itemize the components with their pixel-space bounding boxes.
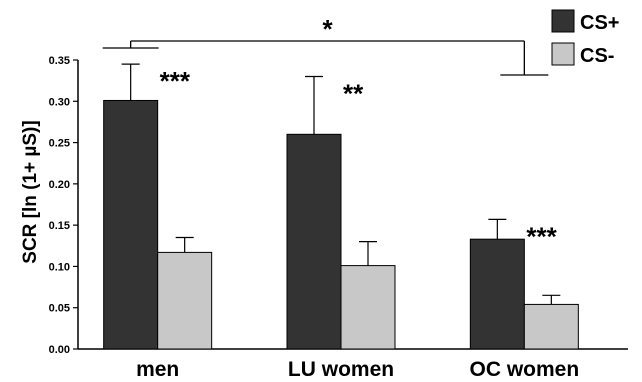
category-label: LU women [288, 358, 394, 381]
y-tick-label: 0.30 [49, 96, 70, 108]
y-tick-label: 0.10 [49, 261, 70, 273]
legend-label: CS+ [580, 12, 619, 34]
between-group-star: * [322, 14, 333, 44]
legend-swatch [551, 42, 575, 66]
y-tick-label: 0.35 [49, 55, 70, 67]
y-tick-label: 0.15 [49, 220, 70, 232]
y-tick-label: 0.20 [49, 179, 70, 191]
y-tick-label: 0.25 [49, 138, 70, 150]
bar-cs-plus [469, 238, 525, 350]
bar-cs-minus [157, 251, 213, 350]
y-tick-label: 0.00 [49, 344, 70, 356]
significance-annotations: *** ****** [102, 14, 558, 251]
bar-cs-plus [286, 133, 342, 350]
y-tick-label: 0.05 [49, 303, 70, 315]
legend: CS+ CS- [551, 9, 619, 67]
bar-cs-minus [340, 265, 396, 350]
category-label: men [136, 358, 179, 381]
bars [103, 63, 579, 350]
significance-stars: *** [160, 66, 191, 96]
legend-swatch [551, 9, 575, 33]
category-label: OC women [469, 358, 579, 381]
legend-label: CS- [580, 45, 614, 67]
bar-cs-plus [103, 99, 159, 350]
y-axis-label: SCR [ln (1+ µS)] [20, 120, 41, 263]
category-labels: men LU women OC women [136, 358, 579, 381]
bar-cs-minus [523, 303, 579, 350]
y-axis-ticks: 0.00 0.05 0.10 0.15 0.20 0.25 0.30 0.35 [49, 55, 78, 356]
significance-stars: ** [343, 79, 364, 109]
significance-stars: *** [526, 221, 557, 251]
